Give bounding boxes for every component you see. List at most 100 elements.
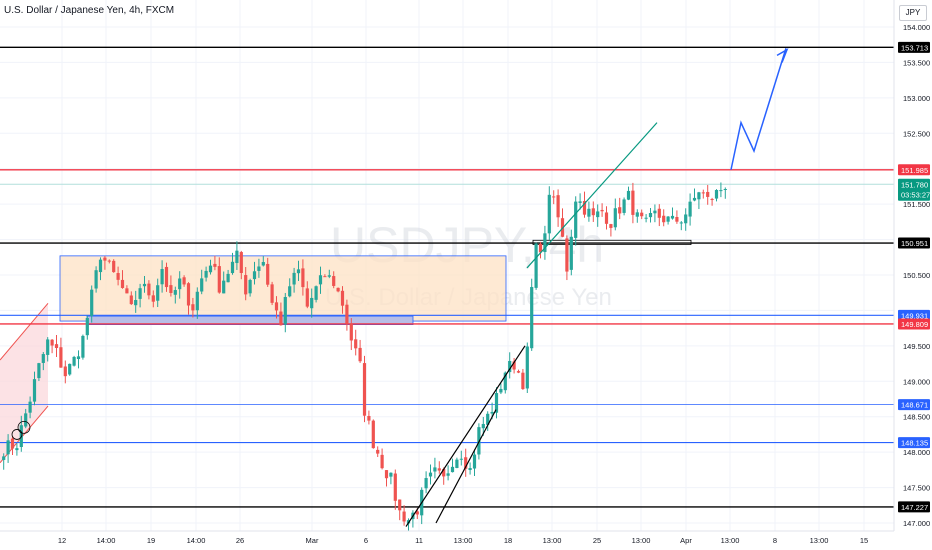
candle-body [32, 379, 37, 402]
channel-top-line [0, 303, 49, 361]
candle [283, 292, 287, 333]
candle [543, 225, 547, 260]
candle-body [19, 425, 23, 447]
candle-body [455, 459, 459, 468]
candle [618, 197, 622, 220]
price-level-tag [898, 399, 930, 411]
candle [340, 286, 345, 314]
x-tick-label: 14:00 [187, 536, 206, 545]
candle [362, 355, 367, 423]
candle-body [213, 263, 217, 267]
candle [701, 189, 705, 199]
candle-body [252, 271, 257, 280]
candle [90, 285, 94, 323]
candle [706, 184, 710, 205]
candle [151, 290, 155, 308]
candle-body [15, 448, 19, 451]
candle-body [635, 212, 639, 217]
candle-body [468, 468, 472, 471]
candle-body [640, 212, 644, 217]
candle [657, 204, 661, 227]
candle-body [688, 201, 692, 217]
candle [380, 448, 384, 470]
candle [662, 209, 666, 227]
y-tick-label: 153.500 [903, 58, 930, 67]
candle [714, 189, 719, 202]
trendline-support [405, 345, 526, 527]
candle [692, 188, 697, 202]
candle-body [626, 190, 631, 200]
candle [323, 274, 327, 278]
candle-body [609, 224, 613, 228]
candle-body [248, 280, 252, 294]
candles [2, 182, 727, 531]
y-tick-label: 148.500 [903, 413, 930, 422]
candle-body [446, 473, 450, 476]
candle [186, 282, 191, 315]
x-tick-label: 19 [147, 536, 155, 545]
candle-body [472, 454, 477, 469]
price-level-tag [898, 164, 930, 176]
candle-body [653, 210, 657, 214]
candle [116, 266, 120, 286]
candle [538, 241, 543, 259]
candle-body [239, 252, 243, 273]
candle-body [28, 401, 32, 413]
candle [609, 223, 613, 237]
candle-body [125, 288, 129, 294]
y-tick-label: 149.000 [903, 377, 930, 386]
candle-body [578, 201, 582, 203]
price-level-tag-text: 151.780 [901, 180, 928, 189]
candle [670, 207, 675, 220]
candle-body [226, 273, 230, 283]
candle [631, 182, 635, 224]
candle-body [464, 457, 468, 469]
candle [292, 267, 296, 293]
candle [50, 338, 54, 354]
candle [235, 241, 239, 270]
candle-body [591, 208, 595, 216]
currency-button[interactable]: JPY [899, 5, 927, 21]
candle-body [494, 393, 499, 413]
candle [354, 329, 358, 356]
x-tick-label: 25 [593, 536, 601, 545]
candle-body [24, 413, 28, 427]
candle [248, 278, 252, 297]
price-level-tag-text: 147.227 [901, 503, 928, 512]
candle [46, 337, 50, 362]
candle [138, 283, 142, 308]
candle-body [204, 270, 208, 278]
candle-body [98, 259, 103, 273]
candle-body [525, 346, 529, 389]
candle [195, 287, 199, 319]
candle-body [59, 347, 63, 368]
candle-body [10, 438, 15, 449]
pattern-circle [17, 420, 31, 434]
candle [508, 352, 512, 379]
candle-body [292, 272, 296, 285]
x-tick-label: 13:00 [454, 536, 473, 545]
candle [512, 357, 516, 374]
candle-body [556, 195, 560, 218]
candle-body [81, 335, 85, 358]
candle-body [697, 192, 701, 200]
candle-body [230, 261, 235, 274]
candle-body [279, 311, 283, 326]
candle [332, 271, 336, 289]
candle [129, 291, 133, 305]
candle-body [538, 243, 543, 253]
price-levels [0, 46, 894, 508]
candle-body [657, 208, 661, 218]
candle-body [499, 388, 503, 393]
trendline-parallel [435, 409, 497, 524]
candle [446, 465, 450, 481]
candle-body [208, 265, 213, 273]
price-level-tag-text: 150.951 [901, 239, 928, 248]
candle [134, 290, 138, 313]
candle [433, 457, 437, 479]
candle-body [582, 201, 587, 215]
candle [107, 259, 111, 264]
candle [560, 208, 565, 238]
